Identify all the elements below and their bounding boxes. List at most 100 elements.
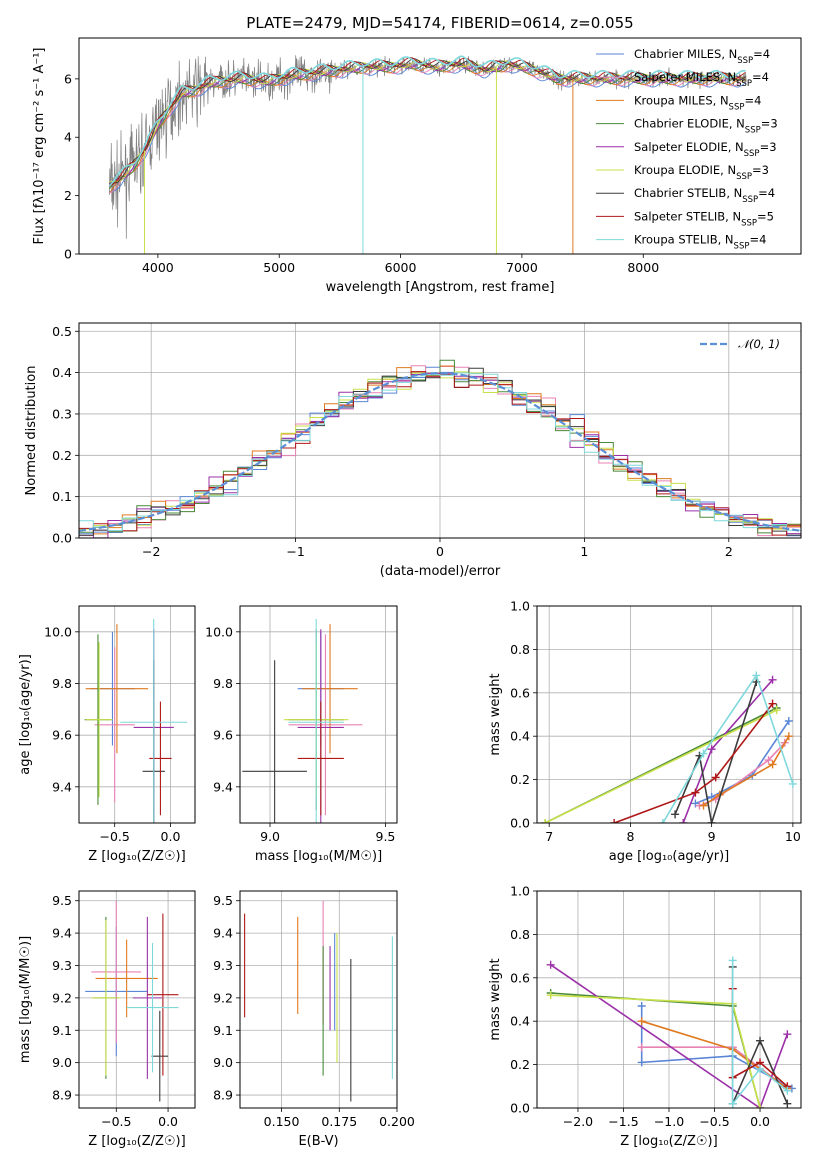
series-line-kroupa_miles bbox=[703, 735, 790, 807]
x-axis-label: Z [log₁₀(Z/Z☉)] bbox=[620, 1134, 717, 1149]
y-tick-label: 0.2 bbox=[52, 448, 72, 463]
y-axis-label: Normed distribution bbox=[24, 366, 39, 496]
x-tick-label: 5000 bbox=[263, 260, 295, 275]
y-axis-label: age [log₁₀(age/yr)] bbox=[18, 654, 33, 775]
model-line-kroupa_stelib bbox=[108, 55, 746, 187]
histogram-kroupa_stelib bbox=[79, 372, 801, 531]
legend-label-text: Kroupa MILES, N bbox=[634, 93, 729, 107]
point-marker-salpeter_stelib bbox=[610, 819, 619, 823]
point-marker-chabrier_stelib bbox=[756, 1036, 765, 1045]
y-tick-label: 9.1 bbox=[213, 1023, 233, 1038]
x-tick-label: 1 bbox=[580, 544, 588, 559]
data-layer bbox=[244, 900, 393, 1102]
point-marker-kroupa_stelib bbox=[788, 779, 797, 788]
series-line-salpeter_stelib bbox=[613, 703, 774, 823]
y-tick-label: 8.9 bbox=[52, 1088, 72, 1103]
legend-label-kroupa_stelib: Kroupa STELIB, NSSP=4 bbox=[634, 233, 766, 252]
data-layer bbox=[242, 618, 363, 823]
y-tick-label: 9.5 bbox=[52, 893, 72, 908]
y-axis-label: mass weight bbox=[488, 958, 503, 1040]
model-line-salpeter_elodie bbox=[108, 60, 746, 185]
y-tick-label: 0.8 bbox=[510, 642, 530, 657]
series-line-kroupa_stelib bbox=[662, 673, 794, 823]
point-marker-kroupa_miles bbox=[699, 801, 708, 810]
point-marker-kroupa_elodie bbox=[541, 819, 550, 823]
x-tick-label: 9 bbox=[708, 829, 716, 844]
x-axis-label: age [log₁₀(age/yr)] bbox=[609, 849, 730, 864]
point-marker-salpeter_miles bbox=[637, 1043, 646, 1052]
legend-label-kroupa_elodie: Kroupa ELODIE, NSSP=3 bbox=[634, 163, 769, 182]
y-tick-label: 9.8 bbox=[213, 676, 233, 691]
y-tick-label: 9.8 bbox=[52, 676, 72, 691]
legend-count: =3 bbox=[761, 117, 778, 131]
axes-frame bbox=[239, 605, 398, 824]
x-tick-label: 9.0 bbox=[260, 829, 280, 844]
point-marker-kroupa_miles bbox=[637, 1017, 646, 1026]
legend-subscript: SSP bbox=[745, 126, 761, 136]
legend-subscript: SSP bbox=[729, 102, 745, 112]
point-marker-kroupa_elodie bbox=[772, 706, 781, 715]
chart-title: PLATE=2479, MJD=54174, FIBERID=0614, z=0… bbox=[246, 14, 633, 32]
x-axis-label: mass [log₁₀(M/M☉)] bbox=[255, 849, 382, 864]
x-tick-label: 0.175 bbox=[321, 1114, 357, 1129]
axes-frame bbox=[78, 322, 802, 539]
legend-count: =4 bbox=[758, 186, 775, 200]
x-tick-label: 0.200 bbox=[379, 1114, 415, 1129]
y-tick-label: 0.4 bbox=[510, 729, 530, 744]
y-tick-label: 9.0 bbox=[52, 1055, 72, 1070]
legend-label-salpeter_elodie: Salpeter ELODIE, NSSP=3 bbox=[634, 140, 777, 159]
point-marker-kroupa_stelib bbox=[783, 1086, 792, 1095]
y-tick-label: 1.0 bbox=[510, 884, 530, 899]
x-tick-label: 0.150 bbox=[264, 1114, 300, 1129]
legend-subscript: SSP bbox=[736, 79, 752, 89]
plot-area bbox=[240, 891, 397, 1108]
point-marker-kroupa_stelib bbox=[699, 749, 708, 758]
panel-5: −0.5 0.0 8.9 9.0 9.1 9.2 9.3 9.4 9.5 Z [log₁₀(Z/Z… bbox=[18, 890, 196, 1149]
legend-count: =4 bbox=[753, 47, 770, 61]
axes-frame bbox=[239, 890, 398, 1109]
point-marker-kroupa_stelib bbox=[728, 1099, 737, 1108]
point-marker-chabrier_miles bbox=[691, 799, 700, 808]
legend-label-chabrier_stelib: Chabrier STELIB, NSSP=4 bbox=[634, 186, 775, 205]
legend-count: =4 bbox=[744, 93, 761, 107]
point-marker-kroupa_miles bbox=[784, 732, 793, 741]
legend-label-text: Chabrier STELIB, N bbox=[634, 186, 742, 200]
y-tick-label: 9.0 bbox=[213, 1055, 233, 1070]
legend-label-gaussian: 𝒩(0, 1) bbox=[738, 337, 780, 351]
y-tick-label: 0.2 bbox=[510, 772, 530, 787]
x-axis-label: wavelength [Angstrom, rest frame] bbox=[326, 280, 555, 295]
axes-frame bbox=[536, 605, 802, 824]
y-tick-label: 9.6 bbox=[52, 728, 72, 743]
legend-label-text: Kroupa ELODIE, N bbox=[634, 163, 736, 177]
y-tick-label: 9.4 bbox=[213, 779, 233, 794]
x-tick-label: −0.5 bbox=[699, 1114, 729, 1129]
y-tick-label: 0.8 bbox=[510, 927, 530, 942]
point-marker-chabrier_stelib bbox=[671, 810, 680, 819]
panel-0: 4000 5000 6000 7000 8000 0 2 4 6 wavelength [Angs… bbox=[32, 37, 802, 295]
data-layer bbox=[85, 900, 179, 1102]
y-axis-label: mass [log₁₀(M/M☉)] bbox=[18, 936, 33, 1063]
plot-area bbox=[79, 891, 195, 1108]
x-tick-label: 7 bbox=[545, 829, 553, 844]
legend-label-salpeter_stelib: Salpeter STELIB, NSSP=5 bbox=[634, 209, 774, 228]
point-marker-kroupa_elodie bbox=[546, 991, 555, 1000]
x-tick-label: −1 bbox=[286, 544, 304, 559]
y-tick-label: 6 bbox=[64, 71, 72, 86]
plot-area bbox=[240, 606, 397, 823]
point-marker-salpeter_elodie bbox=[679, 819, 688, 823]
point-marker-salpeter_miles bbox=[764, 756, 773, 765]
x-tick-label: 0 bbox=[436, 544, 444, 559]
point-marker-chabrier_miles bbox=[784, 717, 793, 726]
x-tick-label: −1.0 bbox=[654, 1114, 684, 1129]
y-tick-label: 9.4 bbox=[213, 926, 233, 941]
y-tick-label: 0.0 bbox=[510, 816, 530, 831]
legend-label-text: Chabrier ELODIE, N bbox=[634, 117, 745, 131]
point-marker-salpeter_elodie bbox=[783, 1030, 792, 1039]
panel-7: −2.0 −1.5 −1.0 −0.5 0.0 0.0 0.2 0.4 0.6 0.8 1.0 Z [… bbox=[488, 884, 802, 1149]
point-marker-salpeter_elodie bbox=[546, 960, 555, 969]
panel-1: −2 −1 0 1 2 0.0 0.1 0.2 0.3 0.4 0.5 (data-model)/er… bbox=[24, 322, 802, 579]
y-tick-label: 0.4 bbox=[510, 1014, 530, 1029]
x-axis-label: Z [log₁₀(Z/Z☉)] bbox=[88, 1134, 185, 1149]
legend-label-text: Chabrier MILES, N bbox=[634, 47, 737, 61]
legend-label-text: Salpeter ELODIE, N bbox=[634, 140, 744, 154]
